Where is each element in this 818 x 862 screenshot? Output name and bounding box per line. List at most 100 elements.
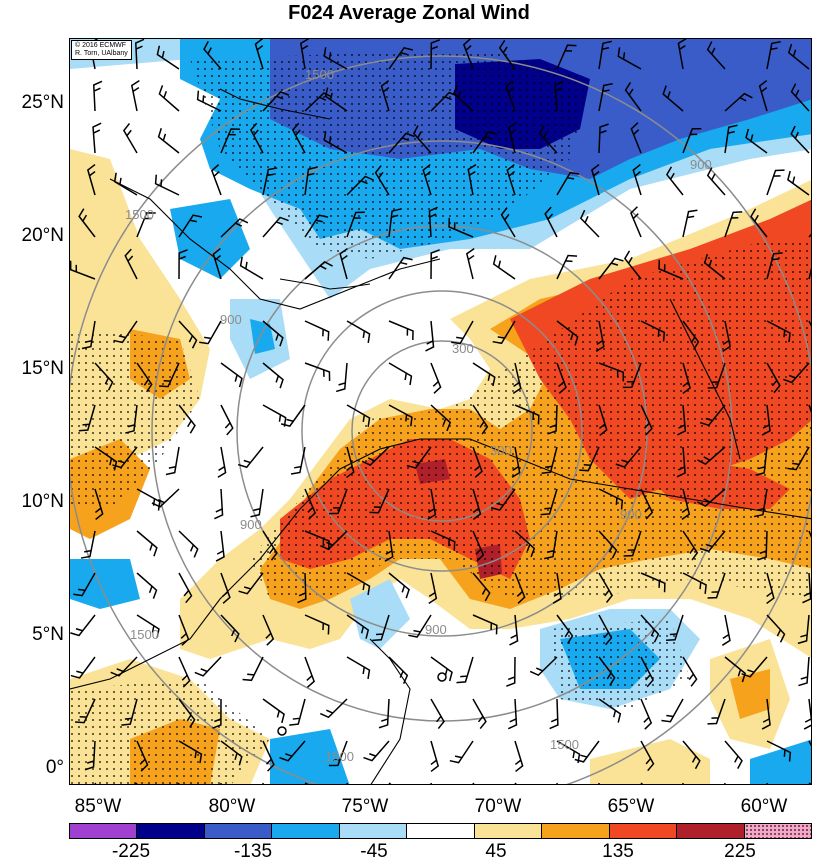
wind-barb [783,362,810,384]
wind-barb [490,488,516,511]
wind-barb [346,211,365,238]
wind-barb [472,488,482,521]
wind-barb [706,167,726,196]
shade-blue-south-6 [750,739,811,784]
wind-barb [514,572,526,604]
wind-barb [724,782,726,784]
wind-barb [73,572,96,597]
wind-barb [80,530,96,559]
wind-barb [598,404,608,437]
wind-barb [544,530,558,560]
lat-label: 25°N [21,92,64,113]
wind-barb [136,572,158,599]
wind-barb [214,488,224,520]
wind-barb [78,404,96,432]
wind-barb [94,362,114,391]
wind-barb [110,656,138,677]
wind-barb [624,82,642,112]
wind-barb [136,530,158,557]
wind-barb [598,40,612,70]
wind-barb [753,488,768,518]
wind-barb [514,740,524,773]
wind-barb [374,165,390,196]
wind-barb [388,404,413,427]
wind-barb [430,698,445,730]
wind-barb [682,209,698,238]
colorbar-swatch [339,824,408,838]
wind-barb [130,80,140,112]
wind-barb [262,91,290,112]
wind-barb [157,128,180,154]
wind-barb [217,446,227,478]
wind-barb [507,698,518,730]
wind-barb [640,404,653,436]
wind-barb [662,85,684,112]
wind-barb [682,362,691,395]
wind-barb [706,41,726,70]
wind-barb [721,614,731,646]
wind-barb [448,217,474,238]
wind-barb [630,122,642,154]
wind-barb [220,614,240,643]
wind-barb [220,740,243,766]
colorbar [69,823,812,839]
wind-barb [124,248,138,280]
wind-barb [194,656,222,677]
wind-barb [369,488,390,514]
wind-barb [215,530,225,562]
wind-barb [722,320,731,352]
wind-barb [425,320,435,352]
wind-barb [346,446,355,479]
wind-barb [514,782,517,784]
wind-barb [346,614,370,639]
wind-barb [598,362,625,382]
wind-barb [556,44,577,70]
wind-barb [196,90,222,112]
wind-barb [682,127,702,154]
wind-barb [165,446,180,476]
wind-barb [324,87,348,112]
wind-barb [212,698,222,729]
colorbar-label: -225 [111,841,151,862]
wind-barb [766,740,792,762]
wind-barb [554,80,564,112]
wind-barb [406,446,432,469]
wind-barb [509,614,519,646]
wind-barb [451,320,474,345]
colorbar-label: 135 [602,841,634,862]
colorbar-swatch [204,824,273,838]
wind-barb [707,698,726,725]
wind-barb [724,656,747,683]
wind-barb [492,320,516,345]
wind-barb [790,125,810,154]
wind-barb [178,614,190,646]
wind-barb [541,446,558,475]
wind-barb [472,530,485,562]
wind-barb [329,488,348,515]
wind-barb [430,740,440,773]
shade-orange-se [730,669,770,719]
lon-label: 80°W [208,796,256,817]
wind-barb [242,656,264,682]
wind-barb [803,698,811,730]
wind-barb [151,488,180,508]
credit-box: © 2016 ECMWF R. Torn, UAlbany [71,40,132,60]
wind-barb [94,488,104,521]
wind-barb [84,740,96,771]
lon-label: 70°W [474,796,522,817]
wind-barb [199,320,222,345]
wind-barb [70,656,96,679]
wind-barb [388,320,414,340]
shade-blue-south-4 [350,579,410,649]
wind-barb [456,656,474,684]
wind-barb [472,446,483,478]
wind-barb [158,85,180,112]
wind-barb [472,782,475,784]
wind-barb [220,404,234,436]
wind-barb [538,125,558,154]
wind-barb [724,92,753,112]
wind-barb [220,218,249,238]
contour-label: 1500 [325,749,354,764]
wind-barb [506,163,516,196]
lon-label: 75°W [341,796,389,817]
